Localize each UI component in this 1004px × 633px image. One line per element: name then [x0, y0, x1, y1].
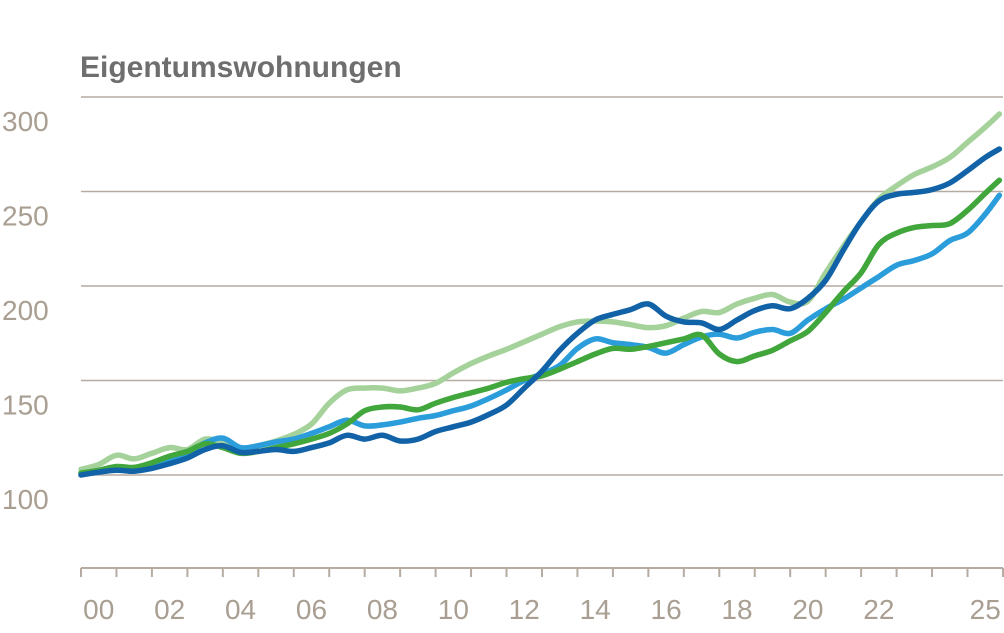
x-tick-label: 02	[154, 594, 185, 625]
x-tick-label: 10	[438, 594, 469, 625]
x-tick-label: 04	[225, 594, 256, 625]
x-tick-label: 22	[863, 594, 894, 625]
x-tick-label: 14	[580, 594, 611, 625]
series-lines	[78, 111, 1003, 478]
x-tick-label: 18	[721, 594, 752, 625]
y-tick-label: 200	[2, 295, 49, 326]
x-tick-label: 06	[296, 594, 327, 625]
y-tick-label: 300	[2, 106, 49, 137]
y-axis-labels: 300 250 200 150 100	[2, 106, 49, 515]
x-tick-label: 08	[367, 594, 398, 625]
x-tick-label: 25	[970, 594, 1001, 625]
y-tick-label: 250	[2, 201, 49, 232]
series-line-dark-blue	[78, 146, 1003, 478]
x-tick-label: 00	[83, 594, 114, 625]
x-tick-label: 16	[651, 594, 682, 625]
x-tick-label: 12	[509, 594, 540, 625]
series-line-light-green	[78, 111, 1003, 473]
y-tick-label: 100	[2, 484, 49, 515]
chart-title: Eigentumswohnungen	[80, 51, 402, 84]
x-tick-label: 20	[792, 594, 823, 625]
x-axis: 00 02 04 06 08 10 12 14 16 18 20 22 25	[80, 567, 1004, 625]
y-tick-label: 150	[2, 390, 49, 421]
